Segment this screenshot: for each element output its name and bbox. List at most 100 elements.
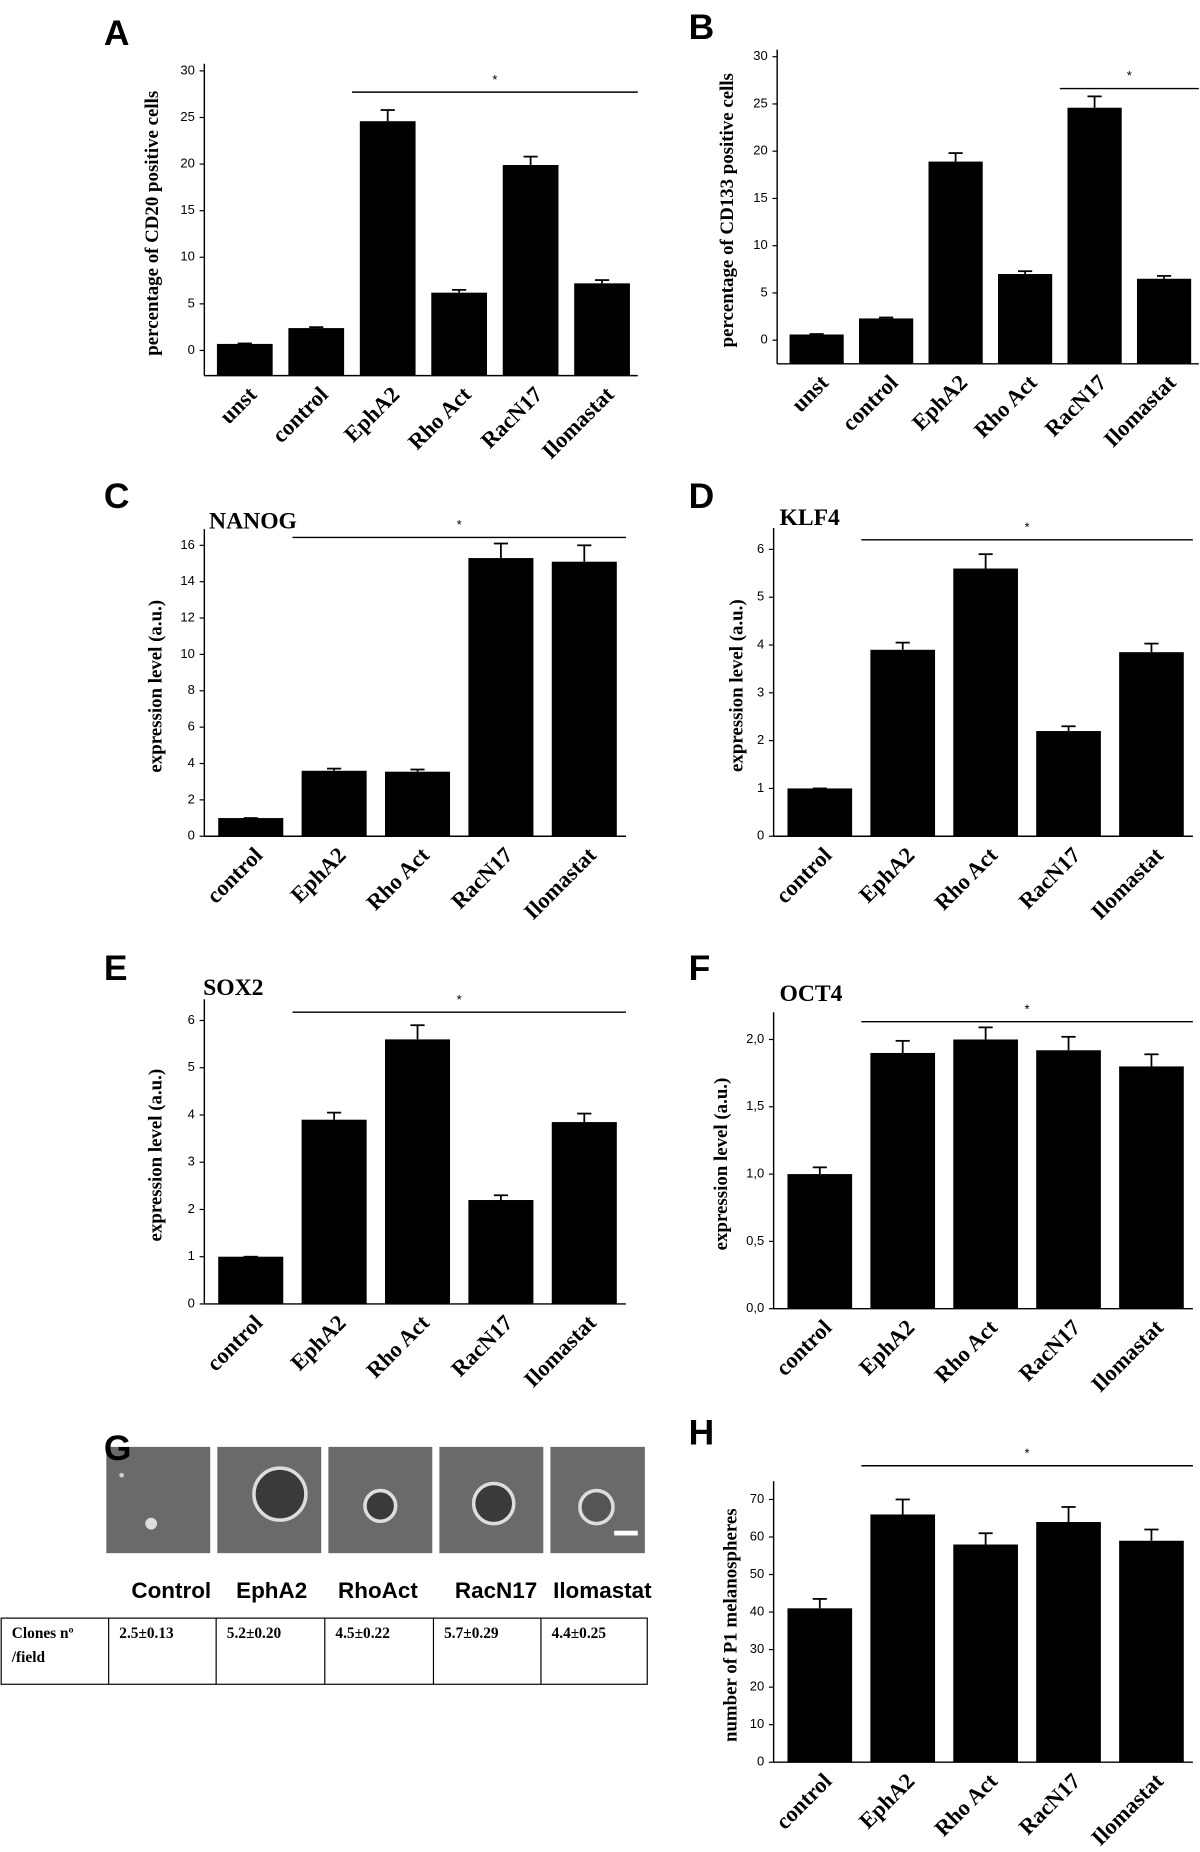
panel-letter: C bbox=[104, 476, 130, 516]
y-tick-label: 30 bbox=[180, 62, 194, 77]
panel-letter: H bbox=[689, 1412, 715, 1452]
x-tick-label: Rho Act bbox=[929, 842, 1002, 915]
x-tick-label: Rho Act bbox=[929, 1314, 1002, 1387]
y-tick-label: 30 bbox=[750, 1641, 764, 1656]
x-tick-label: EphA2 bbox=[907, 370, 972, 435]
x-tick-label: Ilomastat bbox=[519, 1310, 601, 1392]
y-tick-label: 50 bbox=[750, 1566, 764, 1581]
y-tick-label: 2 bbox=[188, 1201, 195, 1216]
x-tick-label: unst bbox=[786, 369, 833, 416]
bar bbox=[1136, 278, 1192, 364]
y-tick-label: 25 bbox=[180, 109, 194, 124]
x-tick-label: EphA2 bbox=[854, 1315, 919, 1380]
y-tick-label: 30 bbox=[753, 48, 767, 63]
bar bbox=[218, 818, 284, 837]
x-tick-label: unst bbox=[215, 381, 262, 428]
x-tick-label: Ilomastat bbox=[1099, 369, 1181, 451]
y-tick-label: 2 bbox=[188, 791, 195, 806]
bar bbox=[468, 1200, 534, 1304]
x-tick-label: EphA2 bbox=[285, 842, 350, 907]
y-tick-label: 8 bbox=[188, 682, 195, 697]
bar bbox=[1119, 652, 1184, 837]
y-tick-label: 20 bbox=[753, 143, 767, 158]
x-tick-label: RacN17 bbox=[1014, 1768, 1085, 1839]
column-label: RhoAct bbox=[338, 1578, 418, 1603]
y-tick-label: 1,0 bbox=[746, 1166, 764, 1181]
y-tick-label: 12 bbox=[180, 609, 194, 624]
column-label: Control bbox=[131, 1578, 211, 1603]
bar bbox=[787, 788, 853, 837]
bar bbox=[574, 283, 630, 376]
table-cell: 4.5±0.22 bbox=[335, 1625, 390, 1642]
y-tick-label: 70 bbox=[750, 1491, 764, 1506]
bar bbox=[216, 343, 273, 376]
bar bbox=[384, 771, 451, 837]
x-tick-label: RacN17 bbox=[446, 1310, 517, 1381]
table-cell: 5.7±0.29 bbox=[444, 1625, 499, 1642]
y-tick-label: 2,0 bbox=[746, 1031, 764, 1046]
bar bbox=[431, 292, 488, 376]
bar bbox=[551, 561, 617, 837]
y-tick-label: 3 bbox=[188, 1154, 195, 1169]
significance-label: * bbox=[457, 517, 462, 532]
y-axis-label: number of P1 melanospheres bbox=[721, 1508, 742, 1742]
panel-letter: D bbox=[689, 476, 715, 516]
panel-letter: E bbox=[104, 948, 128, 988]
bar bbox=[1067, 107, 1122, 364]
y-axis-label: expression level (a.u.) bbox=[727, 599, 748, 772]
y-tick-label: 20 bbox=[180, 156, 194, 171]
row-label: /field bbox=[11, 1649, 46, 1666]
bar bbox=[468, 558, 534, 837]
y-tick-label: 10 bbox=[753, 237, 767, 252]
x-tick-label: EphA2 bbox=[854, 842, 919, 907]
x-tick-label: Rho Act bbox=[361, 1310, 434, 1383]
y-tick-label: 6 bbox=[757, 541, 764, 556]
significance-label: * bbox=[1127, 68, 1132, 83]
bar bbox=[928, 161, 983, 364]
bar bbox=[953, 1544, 1018, 1763]
panel-letter: G bbox=[104, 1428, 132, 1468]
row-label: Clones nº bbox=[12, 1625, 74, 1642]
y-tick-label: 20 bbox=[750, 1679, 764, 1694]
bar bbox=[1036, 1050, 1101, 1309]
significance-label: * bbox=[1025, 1445, 1030, 1460]
bar bbox=[1036, 731, 1101, 837]
column-label: EphA2 bbox=[236, 1578, 307, 1603]
x-tick-label: Ilomastat bbox=[519, 842, 601, 924]
panel-title: NANOG bbox=[209, 509, 297, 535]
panel-title: OCT4 bbox=[780, 981, 843, 1007]
panel-letter: A bbox=[104, 13, 130, 53]
y-axis-label: expression level (a.u.) bbox=[145, 600, 166, 773]
y-tick-label: 14 bbox=[180, 573, 194, 588]
y-tick-label: 1 bbox=[757, 780, 764, 795]
y-axis-label: percentage of CD133 positive cells bbox=[717, 73, 738, 347]
x-tick-label: EphA2 bbox=[854, 1768, 919, 1833]
bar bbox=[301, 1119, 367, 1304]
x-tick-label: EphA2 bbox=[285, 1310, 350, 1375]
x-tick-label: Ilomastat bbox=[1086, 842, 1168, 924]
x-tick-label: Rho Act bbox=[969, 369, 1042, 442]
x-tick-label: control bbox=[837, 370, 903, 436]
bar bbox=[384, 1039, 451, 1304]
column-label: Ilomastat bbox=[553, 1578, 652, 1603]
y-tick-label: 16 bbox=[180, 537, 194, 552]
x-tick-label: RacN17 bbox=[446, 842, 517, 913]
y-tick-label: 0 bbox=[757, 1754, 764, 1769]
y-tick-label: 10 bbox=[180, 646, 194, 661]
significance-label: * bbox=[1025, 519, 1030, 534]
bar bbox=[218, 1256, 284, 1304]
y-axis-label: percentage of CD20 positive cells bbox=[142, 91, 163, 356]
x-tick-label: EphA2 bbox=[339, 382, 404, 447]
bar bbox=[288, 328, 345, 376]
panel-title: SOX2 bbox=[203, 975, 263, 1001]
y-tick-label: 4 bbox=[188, 1106, 195, 1121]
panel-title: KLF4 bbox=[780, 505, 841, 531]
y-tick-label: 1,5 bbox=[746, 1098, 764, 1113]
bar bbox=[953, 568, 1018, 837]
y-tick-label: 5 bbox=[188, 1059, 195, 1074]
significance-label: * bbox=[492, 72, 497, 87]
panel-g-images bbox=[106, 1446, 645, 1554]
y-tick-label: 4 bbox=[188, 755, 195, 770]
y-tick-label: 0,5 bbox=[746, 1233, 764, 1248]
